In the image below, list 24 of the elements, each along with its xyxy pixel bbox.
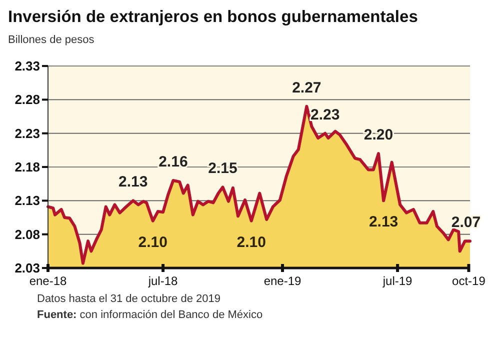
y-tick-label: 2.23 bbox=[14, 126, 40, 141]
x-tick-label: oct-19 bbox=[452, 274, 486, 288]
y-tick-label: 2.13 bbox=[14, 193, 40, 208]
data-label: 2.27 bbox=[292, 79, 322, 96]
y-tick-label: 2.33 bbox=[14, 58, 40, 74]
data-label: 2.07 bbox=[451, 214, 481, 232]
source-note: Fuente: con información del Banco de México bbox=[37, 309, 263, 321]
data-label: 2.23 bbox=[310, 106, 340, 124]
y-tick-label: 2.08 bbox=[14, 226, 40, 242]
y-tick-label: 2.18 bbox=[14, 160, 40, 174]
data-label: 2.16 bbox=[158, 153, 188, 170]
text: Datos hasta el 31 de octubre de 2019 bbox=[37, 293, 220, 305]
data-label: 2.10 bbox=[138, 234, 168, 251]
x-tick-label: jul-18 bbox=[147, 274, 178, 288]
data-label: 2.10 bbox=[236, 234, 266, 251]
y-tick-label: 2.28 bbox=[14, 92, 40, 108]
data-label: 2.13 bbox=[368, 214, 398, 231]
y-tick-label: 2.03 bbox=[14, 260, 40, 276]
x-tick-label: ene-19 bbox=[264, 274, 302, 288]
x-tick-label: ene-18 bbox=[29, 274, 68, 288]
chart-subtitle: Billones de pesos bbox=[8, 34, 95, 46]
chart-title: Inversión de extranjeros en bonos gubernamentales bbox=[8, 8, 418, 26]
data-label: 2.13 bbox=[118, 174, 148, 191]
x-tick-label: jul-19 bbox=[382, 274, 413, 288]
